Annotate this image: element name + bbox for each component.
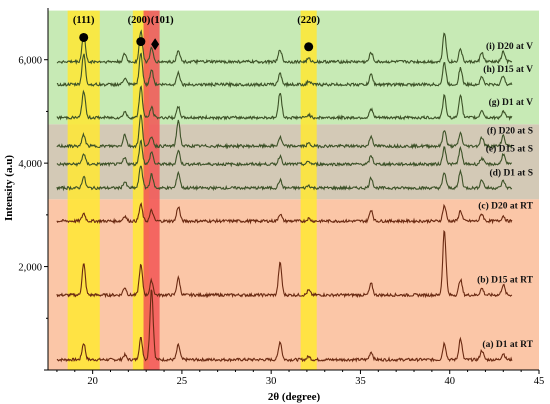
hkl-label-2: (101) (151, 15, 174, 26)
series-label-7: (h) D15 at V (483, 64, 533, 75)
series-line-8 (56, 29, 513, 66)
hkl-label-3: (220) (297, 15, 320, 26)
marker-diamond-2 (151, 38, 160, 51)
series-line-7 (56, 52, 513, 89)
series-line-3 (56, 165, 513, 192)
marker-circle-1 (136, 37, 146, 47)
series-label-3: (d) D1 at S (489, 167, 533, 178)
band-v (48, 10, 539, 125)
axes: 20 25 30 35 40 45 2,000 4,000 6,000 (18, 8, 544, 387)
series-label-8: (i) D20 at V (486, 41, 533, 52)
phase-markers (79, 32, 314, 52)
hkl-labels: (111) (200) (101) (220) (73, 15, 321, 26)
marker-circle-3 (304, 42, 314, 52)
x-tick-label: 30 (266, 376, 277, 387)
series-line-6 (56, 85, 513, 121)
series-label-5: (f) D20 at S (487, 126, 533, 137)
y-tick-label: 6,000 (18, 56, 42, 67)
marker-circle-0 (79, 32, 89, 42)
hkl-label-0: (111) (73, 15, 95, 26)
x-tick-label: 45 (534, 376, 545, 387)
peak-strip-2 (143, 10, 160, 370)
series-line-4 (56, 139, 512, 168)
x-tick-label: 25 (177, 376, 188, 387)
condition-bands (48, 10, 539, 370)
series-label-0: (a) D1 at RT (482, 339, 533, 350)
series-labels: (a) D1 at RT (b) D15 at RT (c) D20 at RT (d… (477, 41, 534, 350)
series-line-2 (56, 202, 513, 225)
series-line-5 (56, 114, 513, 150)
series-line-0 (56, 289, 513, 363)
x-tick-label: 40 (444, 376, 455, 387)
hkl-label-1: (200) (128, 15, 151, 26)
band-rt (48, 199, 539, 370)
peak-strip-3 (300, 10, 317, 370)
peak-highlights (67, 10, 317, 370)
peak-strip-0 (67, 10, 100, 370)
series-label-2: (c) D20 at RT (478, 201, 533, 212)
series-label-1: (b) D15 at RT (477, 274, 534, 285)
y-axis-label: Intensity (a.u) (3, 155, 15, 221)
series-line-1 (56, 229, 513, 299)
y-tick-label: 4,000 (18, 159, 42, 170)
series-label-4: (e) D15 at S (486, 144, 533, 155)
x-tick-label: 20 (87, 376, 98, 387)
x-tick-label: 35 (355, 376, 366, 387)
series-label-6: (g) D1 at V (489, 97, 534, 108)
y-tick-label: 2,000 (18, 263, 42, 274)
x-axis-label: 2θ (degree) (268, 391, 321, 403)
diffraction-curves (56, 29, 513, 363)
